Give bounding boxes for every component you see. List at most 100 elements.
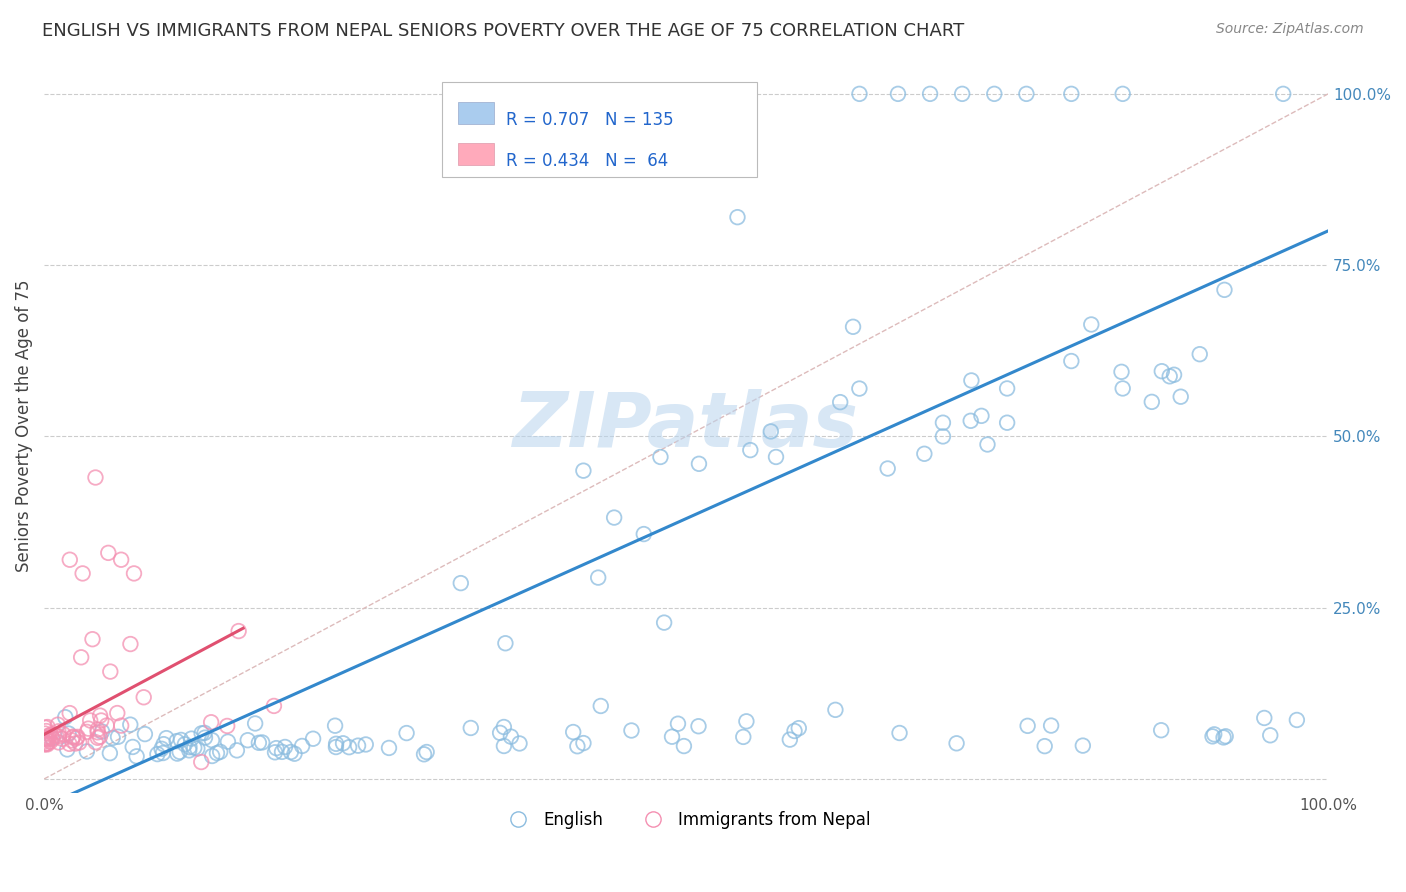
Point bbox=[1111, 365, 1133, 379]
Point bbox=[274, 739, 297, 754]
Point bbox=[65, 731, 87, 746]
Point bbox=[125, 749, 148, 764]
Point bbox=[620, 723, 643, 738]
FancyBboxPatch shape bbox=[457, 102, 494, 125]
Point bbox=[86, 723, 108, 737]
Point bbox=[89, 730, 111, 744]
Point bbox=[166, 734, 188, 748]
Point bbox=[37, 738, 59, 752]
Point bbox=[492, 720, 515, 734]
Point bbox=[169, 745, 191, 759]
Point bbox=[291, 739, 314, 753]
Point bbox=[146, 747, 169, 761]
Point bbox=[201, 733, 224, 747]
Point bbox=[48, 724, 70, 739]
Point bbox=[173, 737, 195, 751]
Point bbox=[1163, 368, 1185, 382]
Point bbox=[96, 718, 118, 732]
Point bbox=[89, 708, 111, 723]
Point bbox=[1140, 395, 1163, 409]
Point bbox=[347, 739, 370, 753]
Point bbox=[589, 698, 612, 713]
Point bbox=[959, 414, 981, 428]
Point bbox=[58, 737, 80, 751]
Point bbox=[76, 724, 98, 739]
Point bbox=[60, 733, 83, 747]
Point bbox=[179, 740, 201, 755]
Point bbox=[688, 719, 710, 733]
Point bbox=[264, 745, 287, 759]
Point bbox=[759, 425, 782, 439]
Point bbox=[150, 741, 173, 756]
Point bbox=[39, 728, 62, 742]
Point bbox=[887, 87, 910, 101]
Text: ZIPatlas: ZIPatlas bbox=[513, 389, 859, 463]
Point bbox=[84, 735, 107, 749]
Point bbox=[1285, 713, 1308, 727]
Point bbox=[77, 722, 100, 736]
Point bbox=[508, 736, 530, 750]
Point bbox=[492, 739, 515, 753]
Point bbox=[586, 571, 609, 585]
Point bbox=[920, 87, 942, 101]
Point bbox=[976, 437, 998, 451]
Point bbox=[45, 729, 67, 743]
Point bbox=[39, 734, 62, 748]
Point bbox=[42, 728, 65, 742]
Point bbox=[155, 731, 177, 746]
Point bbox=[499, 730, 522, 744]
Point bbox=[84, 470, 107, 484]
Y-axis label: Seniors Poverty Over the Age of 75: Seniors Poverty Over the Age of 75 bbox=[15, 280, 32, 573]
Point bbox=[950, 87, 973, 101]
Point bbox=[460, 721, 482, 735]
Point bbox=[225, 743, 247, 757]
Point bbox=[121, 739, 143, 754]
Point bbox=[652, 615, 675, 630]
Point bbox=[132, 690, 155, 705]
Point bbox=[35, 732, 58, 747]
Point bbox=[983, 87, 1005, 101]
Point bbox=[1112, 87, 1135, 101]
Point bbox=[332, 736, 354, 750]
Point bbox=[35, 724, 58, 739]
Point bbox=[1215, 729, 1237, 743]
Point bbox=[217, 734, 239, 748]
Point bbox=[912, 447, 935, 461]
Point bbox=[735, 714, 758, 729]
Point bbox=[37, 720, 59, 734]
Point bbox=[783, 723, 806, 738]
Point bbox=[1080, 318, 1102, 332]
Point bbox=[1213, 283, 1236, 297]
Point bbox=[562, 725, 585, 739]
Point bbox=[59, 706, 82, 720]
Point bbox=[201, 749, 224, 764]
Point bbox=[66, 730, 89, 744]
Point bbox=[82, 632, 104, 647]
Point bbox=[76, 744, 98, 758]
Text: Source: ZipAtlas.com: Source: ZipAtlas.com bbox=[1216, 22, 1364, 37]
Point bbox=[183, 740, 205, 755]
Point bbox=[1150, 364, 1173, 378]
Point bbox=[35, 731, 58, 746]
Point bbox=[79, 714, 101, 728]
Point bbox=[354, 738, 377, 752]
Point bbox=[58, 726, 80, 740]
Point bbox=[170, 733, 193, 747]
Point bbox=[271, 745, 294, 759]
Point bbox=[830, 395, 852, 409]
Point bbox=[842, 319, 865, 334]
Point bbox=[995, 416, 1018, 430]
Point bbox=[48, 730, 70, 744]
Point bbox=[243, 716, 266, 731]
Point bbox=[194, 731, 217, 745]
Point bbox=[105, 706, 128, 720]
Point bbox=[134, 727, 156, 741]
Point bbox=[34, 726, 56, 740]
Point bbox=[38, 731, 60, 745]
Point bbox=[35, 737, 58, 751]
Point bbox=[186, 741, 208, 756]
Point bbox=[120, 637, 142, 651]
Point bbox=[1017, 719, 1039, 733]
Point bbox=[179, 743, 201, 757]
Point bbox=[194, 726, 217, 740]
